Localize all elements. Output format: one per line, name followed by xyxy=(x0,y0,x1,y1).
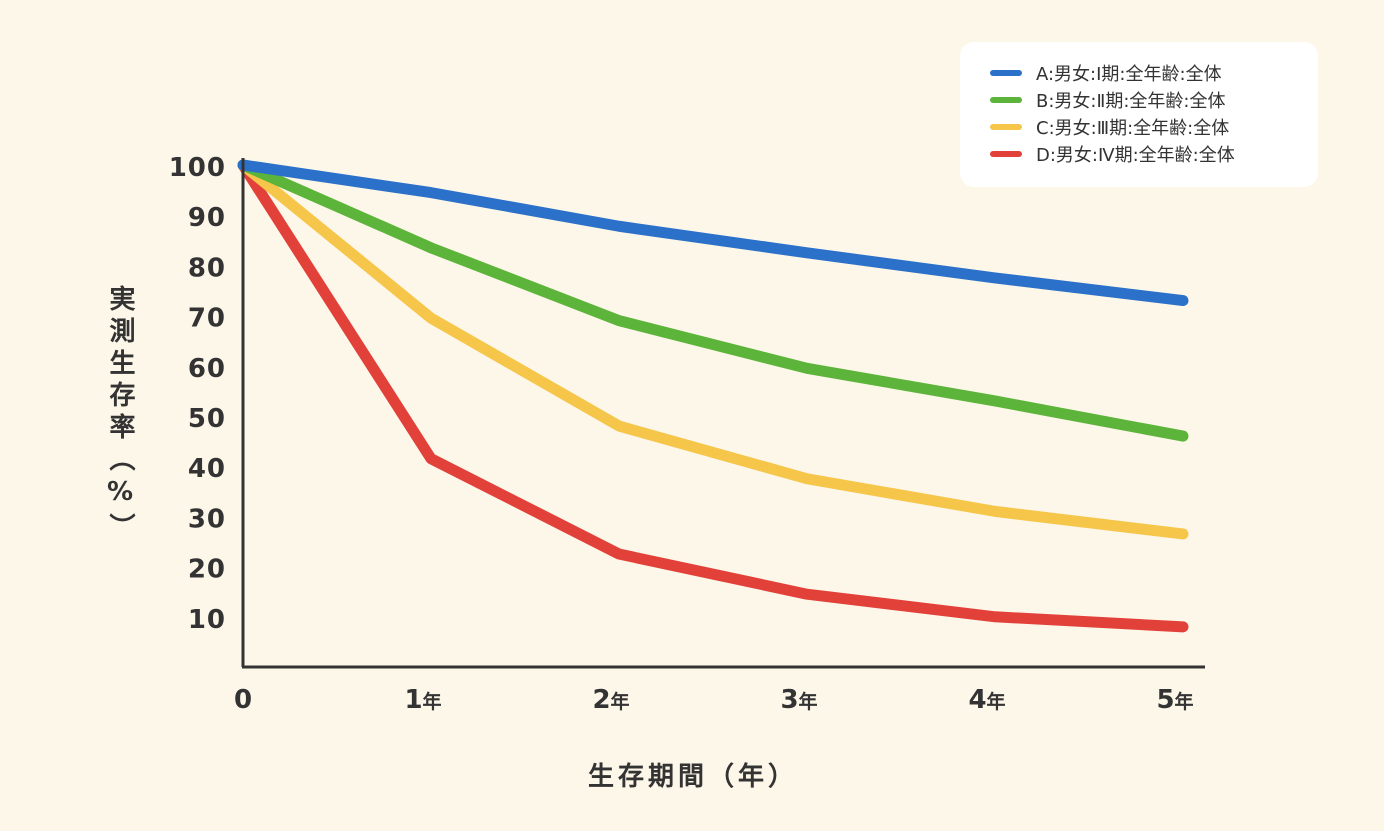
legend-swatch xyxy=(990,96,1022,103)
x-tick-unit: 年 xyxy=(1175,690,1194,713)
x-tick-number: 3 xyxy=(780,685,798,715)
series-lines xyxy=(237,159,1189,633)
y-axis-title: 実測生存率（%） xyxy=(105,285,135,545)
y-tick-label: 70 xyxy=(188,304,226,334)
legend-label: C:男女:Ⅲ期:全年齢:全体 xyxy=(1036,117,1230,139)
x-tick-number: 2 xyxy=(592,685,610,715)
x-tick-unit: 年 xyxy=(611,690,630,713)
x-tick-unit: 年 xyxy=(423,690,442,713)
legend-item: D:男女:Ⅳ期:全年齢:全体 xyxy=(990,140,1318,167)
y-tick-label: 100 xyxy=(169,153,226,183)
y-tick-label: 10 xyxy=(188,605,226,635)
series-line-c xyxy=(237,159,1189,540)
x-tick-number: 0 xyxy=(234,685,252,715)
y-axis-ticks: 100 90 80 70 60 50 40 30 20 10 xyxy=(169,153,226,635)
x-tick-label: 3年 xyxy=(780,685,817,715)
x-axis-title: 生存期間（年） xyxy=(588,761,798,792)
legend: A:男女:Ⅰ期:全年齢:全体 B:男女:Ⅱ期:全年齢:全体 C:男女:Ⅲ期:全年齢:… xyxy=(960,42,1318,187)
y-tick-label: 20 xyxy=(188,555,226,585)
y-tick-label: 60 xyxy=(188,354,226,384)
series-line-d xyxy=(237,159,1189,633)
legend-label: B:男女:Ⅱ期:全年齢:全体 xyxy=(1036,90,1226,112)
x-tick-label: 4年 xyxy=(968,685,1005,715)
legend-item: C:男女:Ⅲ期:全年齢:全体 xyxy=(990,113,1318,140)
x-tick-label: 5年 xyxy=(1156,685,1193,715)
legend-swatch xyxy=(990,123,1022,130)
y-tick-label: 80 xyxy=(188,253,226,283)
legend-label: D:男女:Ⅳ期:全年齢:全体 xyxy=(1036,144,1235,166)
x-tick-label: 1年 xyxy=(404,685,441,715)
legend-item: A:男女:Ⅰ期:全年齢:全体 xyxy=(990,59,1318,86)
x-tick-number: 1 xyxy=(404,685,422,715)
legend-swatch xyxy=(990,150,1022,157)
legend-label: A:男女:Ⅰ期:全年齢:全体 xyxy=(1036,63,1222,85)
x-tick-number: 4 xyxy=(968,685,986,715)
x-tick-number: 5 xyxy=(1156,685,1174,715)
series-line-b xyxy=(237,159,1189,442)
x-axis-ticks: 0 1年 2年 3年 4年 5年 xyxy=(234,685,1194,715)
y-tick-label: 50 xyxy=(188,404,226,434)
y-tick-label: 40 xyxy=(188,454,226,484)
y-tick-label: 90 xyxy=(188,203,226,233)
legend-swatch xyxy=(990,69,1022,76)
series-line-a xyxy=(237,159,1189,307)
y-tick-label: 30 xyxy=(188,504,226,534)
x-tick-label: 0 xyxy=(234,685,252,715)
x-tick-unit: 年 xyxy=(799,690,818,713)
legend-item: B:男女:Ⅱ期:全年齢:全体 xyxy=(990,86,1318,113)
x-tick-label: 2年 xyxy=(592,685,629,715)
x-tick-unit: 年 xyxy=(987,690,1006,713)
